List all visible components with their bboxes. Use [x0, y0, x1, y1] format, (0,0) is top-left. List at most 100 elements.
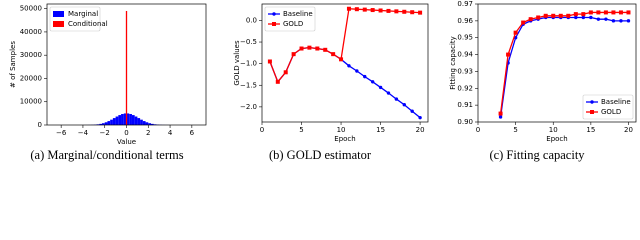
subplot: 0 5 10 15 20 0.90 0.91 0.92 0.93 0.94 0.95 0.96 0.97…: [449, 0, 637, 162]
hist-bar: [99, 123, 102, 125]
marker: [307, 45, 312, 50]
x-tick-label: −2: [100, 129, 110, 137]
marker: [506, 52, 511, 57]
y-tick-label: −1.0: [240, 60, 257, 68]
marker: [604, 17, 608, 21]
x-tick-label: 6: [190, 129, 195, 137]
hist-bar: [118, 115, 122, 125]
marker: [619, 19, 623, 23]
x-tick-label: 0: [124, 129, 128, 137]
marker: [611, 10, 616, 15]
marker: [498, 115, 503, 119]
y-tick-label: 0.93: [457, 67, 473, 75]
marker: [418, 10, 423, 15]
marker: [378, 85, 383, 90]
y-tick-label: 40000: [20, 28, 42, 36]
marker: [551, 13, 556, 18]
plot-area: [82, 10, 171, 125]
caption: (a) Marginal/conditional terms: [30, 148, 183, 162]
hist-bar: [131, 115, 135, 125]
marker: [603, 10, 608, 15]
hist-bar: [134, 116, 138, 125]
y-axis-label: # of Samples: [9, 41, 17, 88]
marker: [521, 20, 526, 25]
marker: [513, 30, 518, 35]
hist-bar: [140, 119, 143, 125]
hist-bar: [148, 123, 152, 125]
axes-frame: [477, 3, 637, 123]
x-tick-label: 20: [624, 126, 633, 134]
marker: [354, 7, 359, 12]
hist-bar: [142, 121, 146, 125]
y-tick-label: 10000: [20, 98, 42, 106]
legend-label: GOLD: [601, 108, 621, 116]
legend-marker: [590, 100, 594, 104]
marker: [626, 10, 631, 15]
marker: [498, 111, 503, 116]
marker: [528, 17, 533, 22]
legend-swatch: [53, 11, 64, 17]
hist-bar: [125, 10, 128, 125]
marker: [275, 79, 280, 84]
marker: [418, 115, 422, 120]
marker: [558, 13, 563, 18]
marker: [410, 10, 415, 15]
y-axis-label: GOLD values: [233, 40, 241, 86]
legend-label: Baseline: [601, 98, 631, 106]
x-tick-label: 2: [146, 129, 150, 137]
marker: [543, 13, 548, 18]
marker: [323, 47, 328, 52]
caption: (c) Fitting capacity: [489, 148, 585, 162]
x-tick-label: 15: [586, 126, 595, 134]
hist-bar: [104, 122, 108, 125]
marker: [402, 9, 407, 14]
marker: [596, 17, 601, 21]
marker: [581, 12, 586, 17]
legend-marker: [272, 12, 276, 16]
marker: [315, 46, 320, 51]
x-axis-label: Epoch: [546, 135, 567, 143]
y-tick-label: 0.96: [457, 17, 473, 25]
marker: [378, 8, 383, 13]
marker: [346, 6, 351, 11]
hist-bar: [110, 119, 113, 125]
marker: [267, 59, 272, 64]
x-tick-label: 20: [416, 126, 425, 134]
y-tick-label: 0.0: [246, 16, 257, 24]
marker: [339, 57, 344, 62]
marker: [596, 10, 601, 15]
marker: [299, 46, 304, 51]
legend-marker: [272, 22, 276, 26]
marker: [355, 69, 359, 73]
x-tick-label: 0: [476, 126, 480, 134]
legend-swatch: [53, 21, 64, 27]
marker: [370, 80, 375, 84]
x-tick-label: −6: [56, 129, 67, 137]
x-axis-label: Epoch: [334, 135, 355, 143]
marker: [574, 15, 578, 20]
marker: [536, 15, 541, 20]
y-tick-label: 0.90: [457, 118, 473, 126]
marker: [402, 103, 406, 107]
legend-label: GOLD: [283, 20, 303, 28]
marker: [618, 10, 623, 15]
plot-area: [498, 10, 631, 119]
legend-box: [582, 94, 634, 120]
marker: [347, 64, 351, 68]
x-tick-label: 0: [260, 126, 264, 134]
figure: −6 −4 −2 0 2 4 6 0 10000 20000 30000 40000 50000 Valu…: [9, 0, 637, 162]
hist-bar: [123, 113, 127, 125]
marker: [283, 70, 288, 75]
marker: [581, 15, 586, 20]
marker: [410, 109, 414, 113]
y-tick-label: −2.0: [240, 103, 257, 111]
x-tick-label: 4: [168, 129, 173, 137]
marker: [611, 19, 616, 23]
marker: [626, 19, 631, 23]
x-tick-label: 10: [337, 126, 346, 134]
hist-bar: [115, 116, 119, 125]
x-tick-label: 10: [549, 126, 558, 134]
axes-frame: [261, 3, 429, 123]
caption: (b) GOLD estimator: [269, 148, 372, 162]
x-tick-label: 5: [513, 126, 517, 134]
